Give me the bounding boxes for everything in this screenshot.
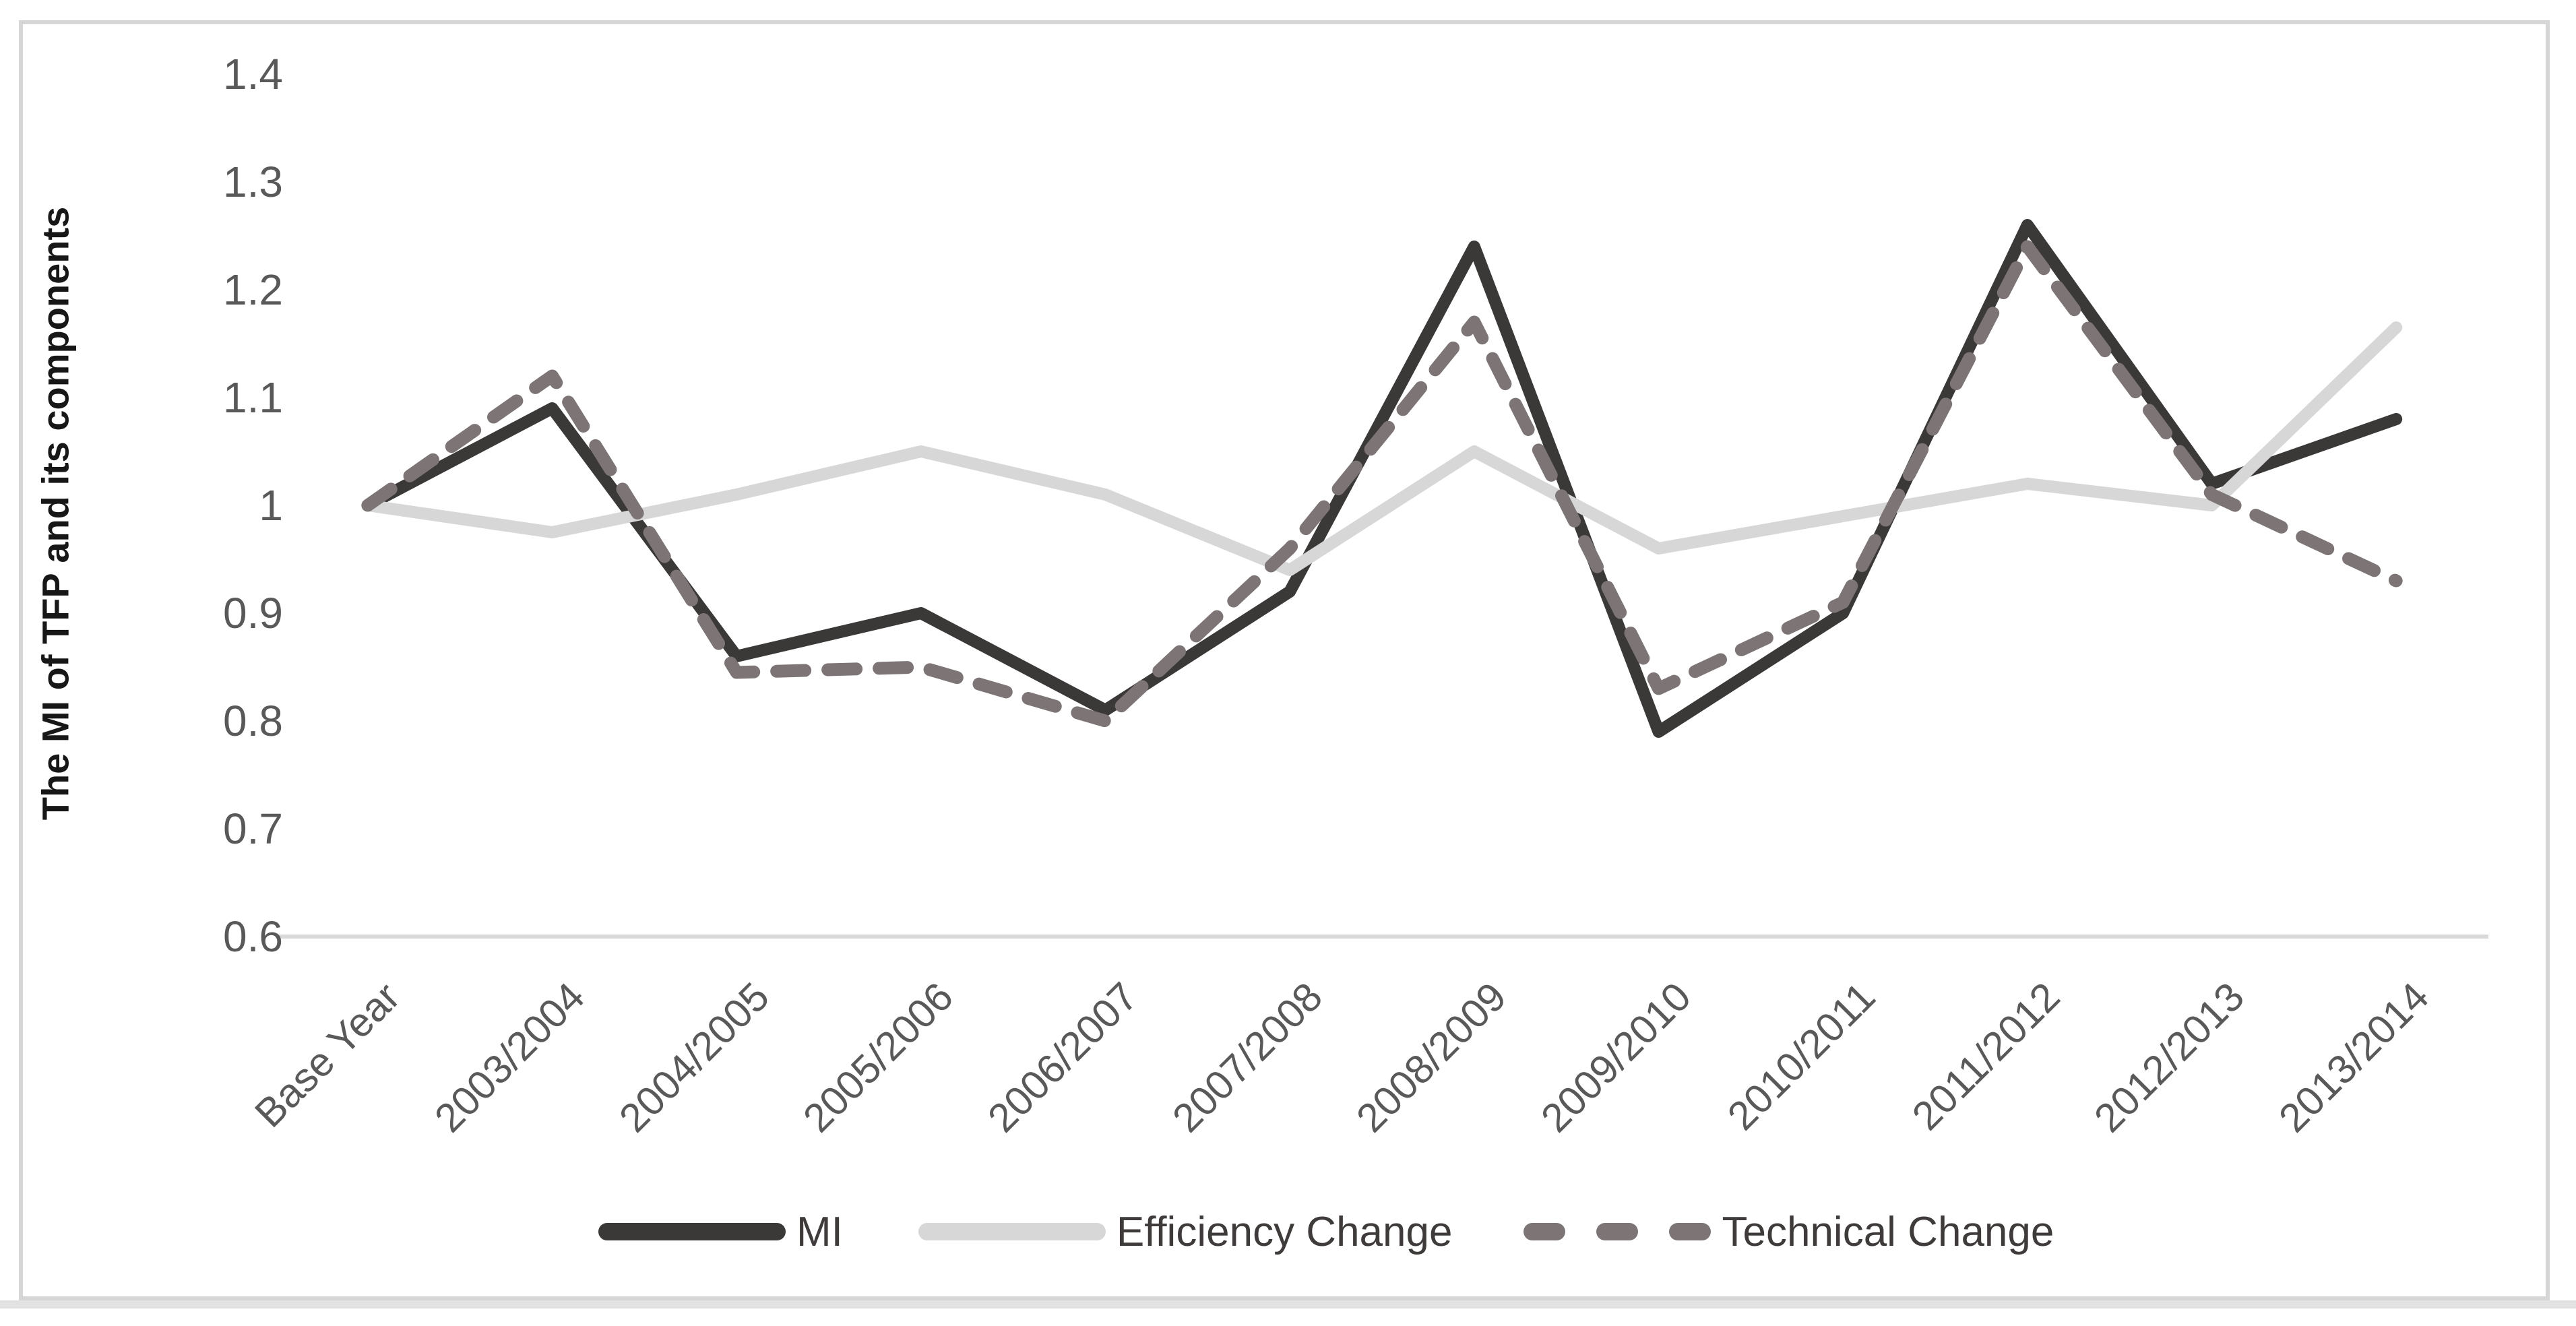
y-axis-tick-label: 1.2 xyxy=(223,265,283,314)
y-axis-tick-label: 0.6 xyxy=(223,912,283,961)
legend: MI Efficiency Change Technical Change xyxy=(598,1205,2054,1259)
y-axis-tick-label: 1.3 xyxy=(223,158,283,206)
mi-series-line xyxy=(361,219,2403,738)
y-axis-tick-label: 1.1 xyxy=(223,373,283,422)
y-axis-tick-label: 0.9 xyxy=(223,589,283,637)
y-axis-tick-label: 0.8 xyxy=(223,697,283,745)
legend-item-technical-change: Technical Change xyxy=(1523,1208,2054,1256)
legend-item-efficiency-change: Efficiency Change xyxy=(918,1208,1453,1256)
legend-label-technical-change: Technical Change xyxy=(1722,1208,2054,1255)
efficiency-change-line-swatch xyxy=(918,1223,1106,1240)
mi-line-swatch xyxy=(598,1223,786,1240)
legend-label-efficiency-change: Efficiency Change xyxy=(1116,1208,1453,1255)
y-axis-title: The MI of TFP and its components xyxy=(34,206,77,821)
y-axis-tick-label: 1 xyxy=(259,481,283,530)
y-axis-tick-label: 0.7 xyxy=(223,804,283,853)
legend-label-mi: MI xyxy=(796,1208,843,1255)
efficiency-change-series-line xyxy=(361,321,2403,576)
legend-item-mi: MI xyxy=(598,1208,843,1256)
technical-change-dashed-swatch xyxy=(1523,1223,1711,1240)
chart-frame xyxy=(19,20,2550,1300)
page-bottom-edge xyxy=(0,1300,2576,1308)
technical-change-series-line xyxy=(361,240,2403,728)
y-axis-tick-label: 1.4 xyxy=(223,50,283,98)
